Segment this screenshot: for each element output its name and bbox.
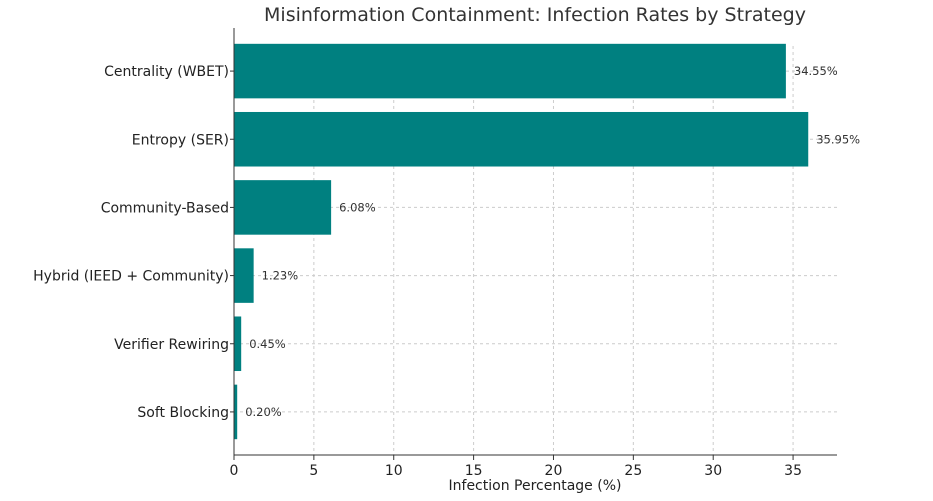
x-tick-label: 20 — [545, 463, 563, 479]
data-label: 1.23% — [262, 269, 299, 283]
x-tick-label: 15 — [465, 463, 483, 479]
category-label: Community-Based — [101, 200, 229, 216]
bar — [234, 248, 254, 303]
bar — [234, 43, 786, 99]
grid — [233, 46, 837, 455]
x-tick-label: 25 — [624, 463, 642, 479]
data-label: 0.45% — [249, 337, 286, 351]
category-label: Hybrid (IEED + Community) — [33, 269, 229, 285]
x-tick-label: 10 — [385, 463, 403, 479]
x-tick-labels: 0 5 10 15 20 25 30 35 — [230, 455, 802, 479]
category-label: Centrality (WBET) — [104, 64, 229, 80]
category-label: Entropy (SER) — [132, 132, 229, 148]
bar — [234, 180, 332, 235]
category-label: Verifier Rewiring — [114, 337, 229, 353]
data-label: 34.55% — [794, 64, 838, 78]
bar — [234, 384, 238, 440]
category-label: Soft Blocking — [137, 405, 229, 421]
axes — [233, 28, 837, 456]
chart-title: Misinformation Containment: Infection Ra… — [264, 4, 806, 26]
bar — [234, 316, 242, 372]
data-label: 0.20% — [245, 405, 282, 419]
data-label: 6.08% — [339, 200, 376, 214]
bar — [234, 111, 809, 167]
bars — [234, 43, 809, 440]
x-tick-label: 30 — [704, 463, 722, 479]
data-label: 35.95% — [816, 132, 860, 146]
x-tick-label: 35 — [784, 463, 802, 479]
data-labels: 34.55% 35.95% 6.08% 1.23% 0.45% 0.20% — [245, 64, 860, 419]
x-axis-label: Infection Percentage (%) — [449, 478, 622, 494]
x-tick-label: 5 — [309, 463, 318, 479]
category-labels: Centrality (WBET) Entropy (SER) Community-… — [33, 64, 234, 421]
x-tick-label: 0 — [230, 463, 239, 479]
